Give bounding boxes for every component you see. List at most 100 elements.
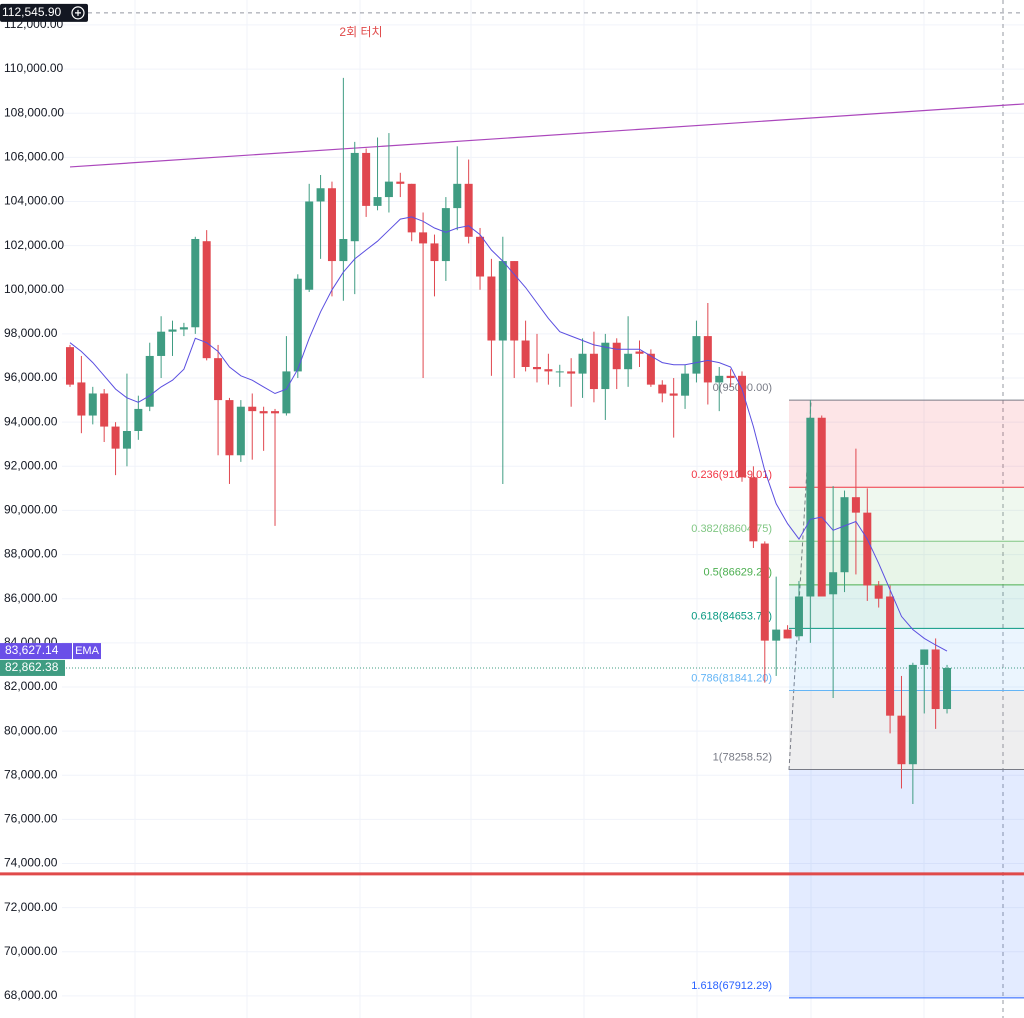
candle-body xyxy=(441,208,450,262)
candle-body xyxy=(601,342,610,390)
ema-price-box xyxy=(0,643,72,660)
y-tick-label: 86,000.00 xyxy=(4,591,58,605)
candle-body xyxy=(168,329,177,332)
y-tick-bg xyxy=(0,724,62,739)
candle-body xyxy=(282,371,291,414)
candle-body xyxy=(202,241,211,359)
crosshair-price: 112,545.90 xyxy=(2,5,61,19)
y-tick-bg xyxy=(0,371,62,386)
fib-label: 1.618(67912.29) xyxy=(691,980,772,992)
y-tick-label: 104,000.00 xyxy=(4,194,64,208)
candle-body xyxy=(327,188,336,262)
y-tick-label: 80,000.00 xyxy=(4,723,58,737)
candle-body xyxy=(646,353,655,385)
candle-body xyxy=(271,411,280,414)
y-tick-bg xyxy=(0,679,62,694)
candle-body xyxy=(806,417,815,597)
candle-body xyxy=(498,261,507,341)
candle-body xyxy=(726,375,735,379)
y-tick-label: 76,000.00 xyxy=(4,812,58,826)
candle-body xyxy=(681,373,690,396)
y-tick-label: 98,000.00 xyxy=(4,326,58,340)
fib-trend-line xyxy=(788,401,812,771)
candle-body xyxy=(589,353,598,390)
candle-body xyxy=(874,585,883,599)
fib-band xyxy=(789,541,1024,585)
candle-body xyxy=(122,430,131,449)
candle-body xyxy=(817,417,826,597)
candle-body xyxy=(259,411,268,414)
y-tick-label: 68,000.00 xyxy=(4,988,58,1002)
y-tick-label: 102,000.00 xyxy=(4,238,64,252)
candle-body xyxy=(886,596,895,716)
candle-body xyxy=(772,629,781,641)
fib-label: 0.786(81841.20) xyxy=(691,672,772,684)
candle-body xyxy=(840,497,849,573)
candle-body xyxy=(373,197,382,206)
fib-label: 1(78258.52) xyxy=(713,751,772,763)
ema-name: EMA xyxy=(75,645,100,657)
candle-body xyxy=(863,512,872,586)
candle-body xyxy=(851,497,860,513)
y-tick-label: 110,000.00 xyxy=(4,61,63,75)
candle-body xyxy=(293,278,302,372)
candle-body xyxy=(749,477,758,542)
fib-band xyxy=(789,769,1024,998)
y-tick-bg xyxy=(0,238,62,253)
fib-band xyxy=(789,690,1024,770)
candle-body xyxy=(248,406,257,412)
candle-body xyxy=(100,393,109,427)
y-tick-label: 106,000.00 xyxy=(4,150,64,164)
candle-body xyxy=(339,238,348,262)
candle-body xyxy=(703,336,712,383)
y-tick-bg xyxy=(0,326,62,341)
y-tick-bg xyxy=(0,812,62,827)
candle-body xyxy=(487,276,496,341)
y-tick-bg xyxy=(0,194,62,209)
add-icon xyxy=(71,6,85,20)
y-tick-bg xyxy=(0,944,62,959)
y-tick-bg xyxy=(0,150,62,165)
fib-label: 0.382(88604.75) xyxy=(691,523,772,535)
candle-body xyxy=(464,183,473,237)
candle-body xyxy=(88,393,97,416)
candle-body xyxy=(179,327,188,330)
trendline xyxy=(69,103,1024,168)
candle-body xyxy=(532,366,541,370)
candle-body xyxy=(943,667,952,710)
y-tick-label: 96,000.00 xyxy=(4,370,58,384)
candle-body xyxy=(350,152,359,242)
candle-body xyxy=(430,243,439,262)
y-tick-label: 78,000.00 xyxy=(4,767,58,781)
y-tick-label: 90,000.00 xyxy=(4,503,58,517)
candle-body xyxy=(544,369,553,372)
y-tick-label: 100,000.00 xyxy=(4,282,64,296)
candle-body xyxy=(145,355,154,407)
candle-body xyxy=(396,181,405,184)
y-tick-label: 72,000.00 xyxy=(4,900,58,914)
y-tick-bg xyxy=(0,62,62,77)
candle-body xyxy=(669,393,678,396)
fib-label: 0.618(84653.77) xyxy=(691,610,772,622)
y-tick-label: 70,000.00 xyxy=(4,944,58,958)
fib-band xyxy=(789,400,1024,488)
y-tick-label: 92,000.00 xyxy=(4,458,58,472)
candle-body xyxy=(191,238,200,328)
y-tick-label: 108,000.00 xyxy=(4,105,64,119)
candle-body xyxy=(134,408,143,431)
candle-body xyxy=(157,331,166,356)
candle-body xyxy=(567,371,576,374)
y-tick-bg xyxy=(0,591,62,606)
y-tick-label: 94,000.00 xyxy=(4,414,58,428)
y-tick-bg xyxy=(0,988,62,1003)
candle-body xyxy=(897,715,906,765)
candle-body xyxy=(407,183,416,233)
y-tick-bg xyxy=(0,415,62,430)
candle-body xyxy=(66,347,74,385)
candle-body xyxy=(77,382,86,416)
y-tick-label: 74,000.00 xyxy=(4,856,58,870)
candle-body xyxy=(362,152,371,206)
candle-body xyxy=(419,232,428,244)
ema-name-box xyxy=(73,643,101,660)
